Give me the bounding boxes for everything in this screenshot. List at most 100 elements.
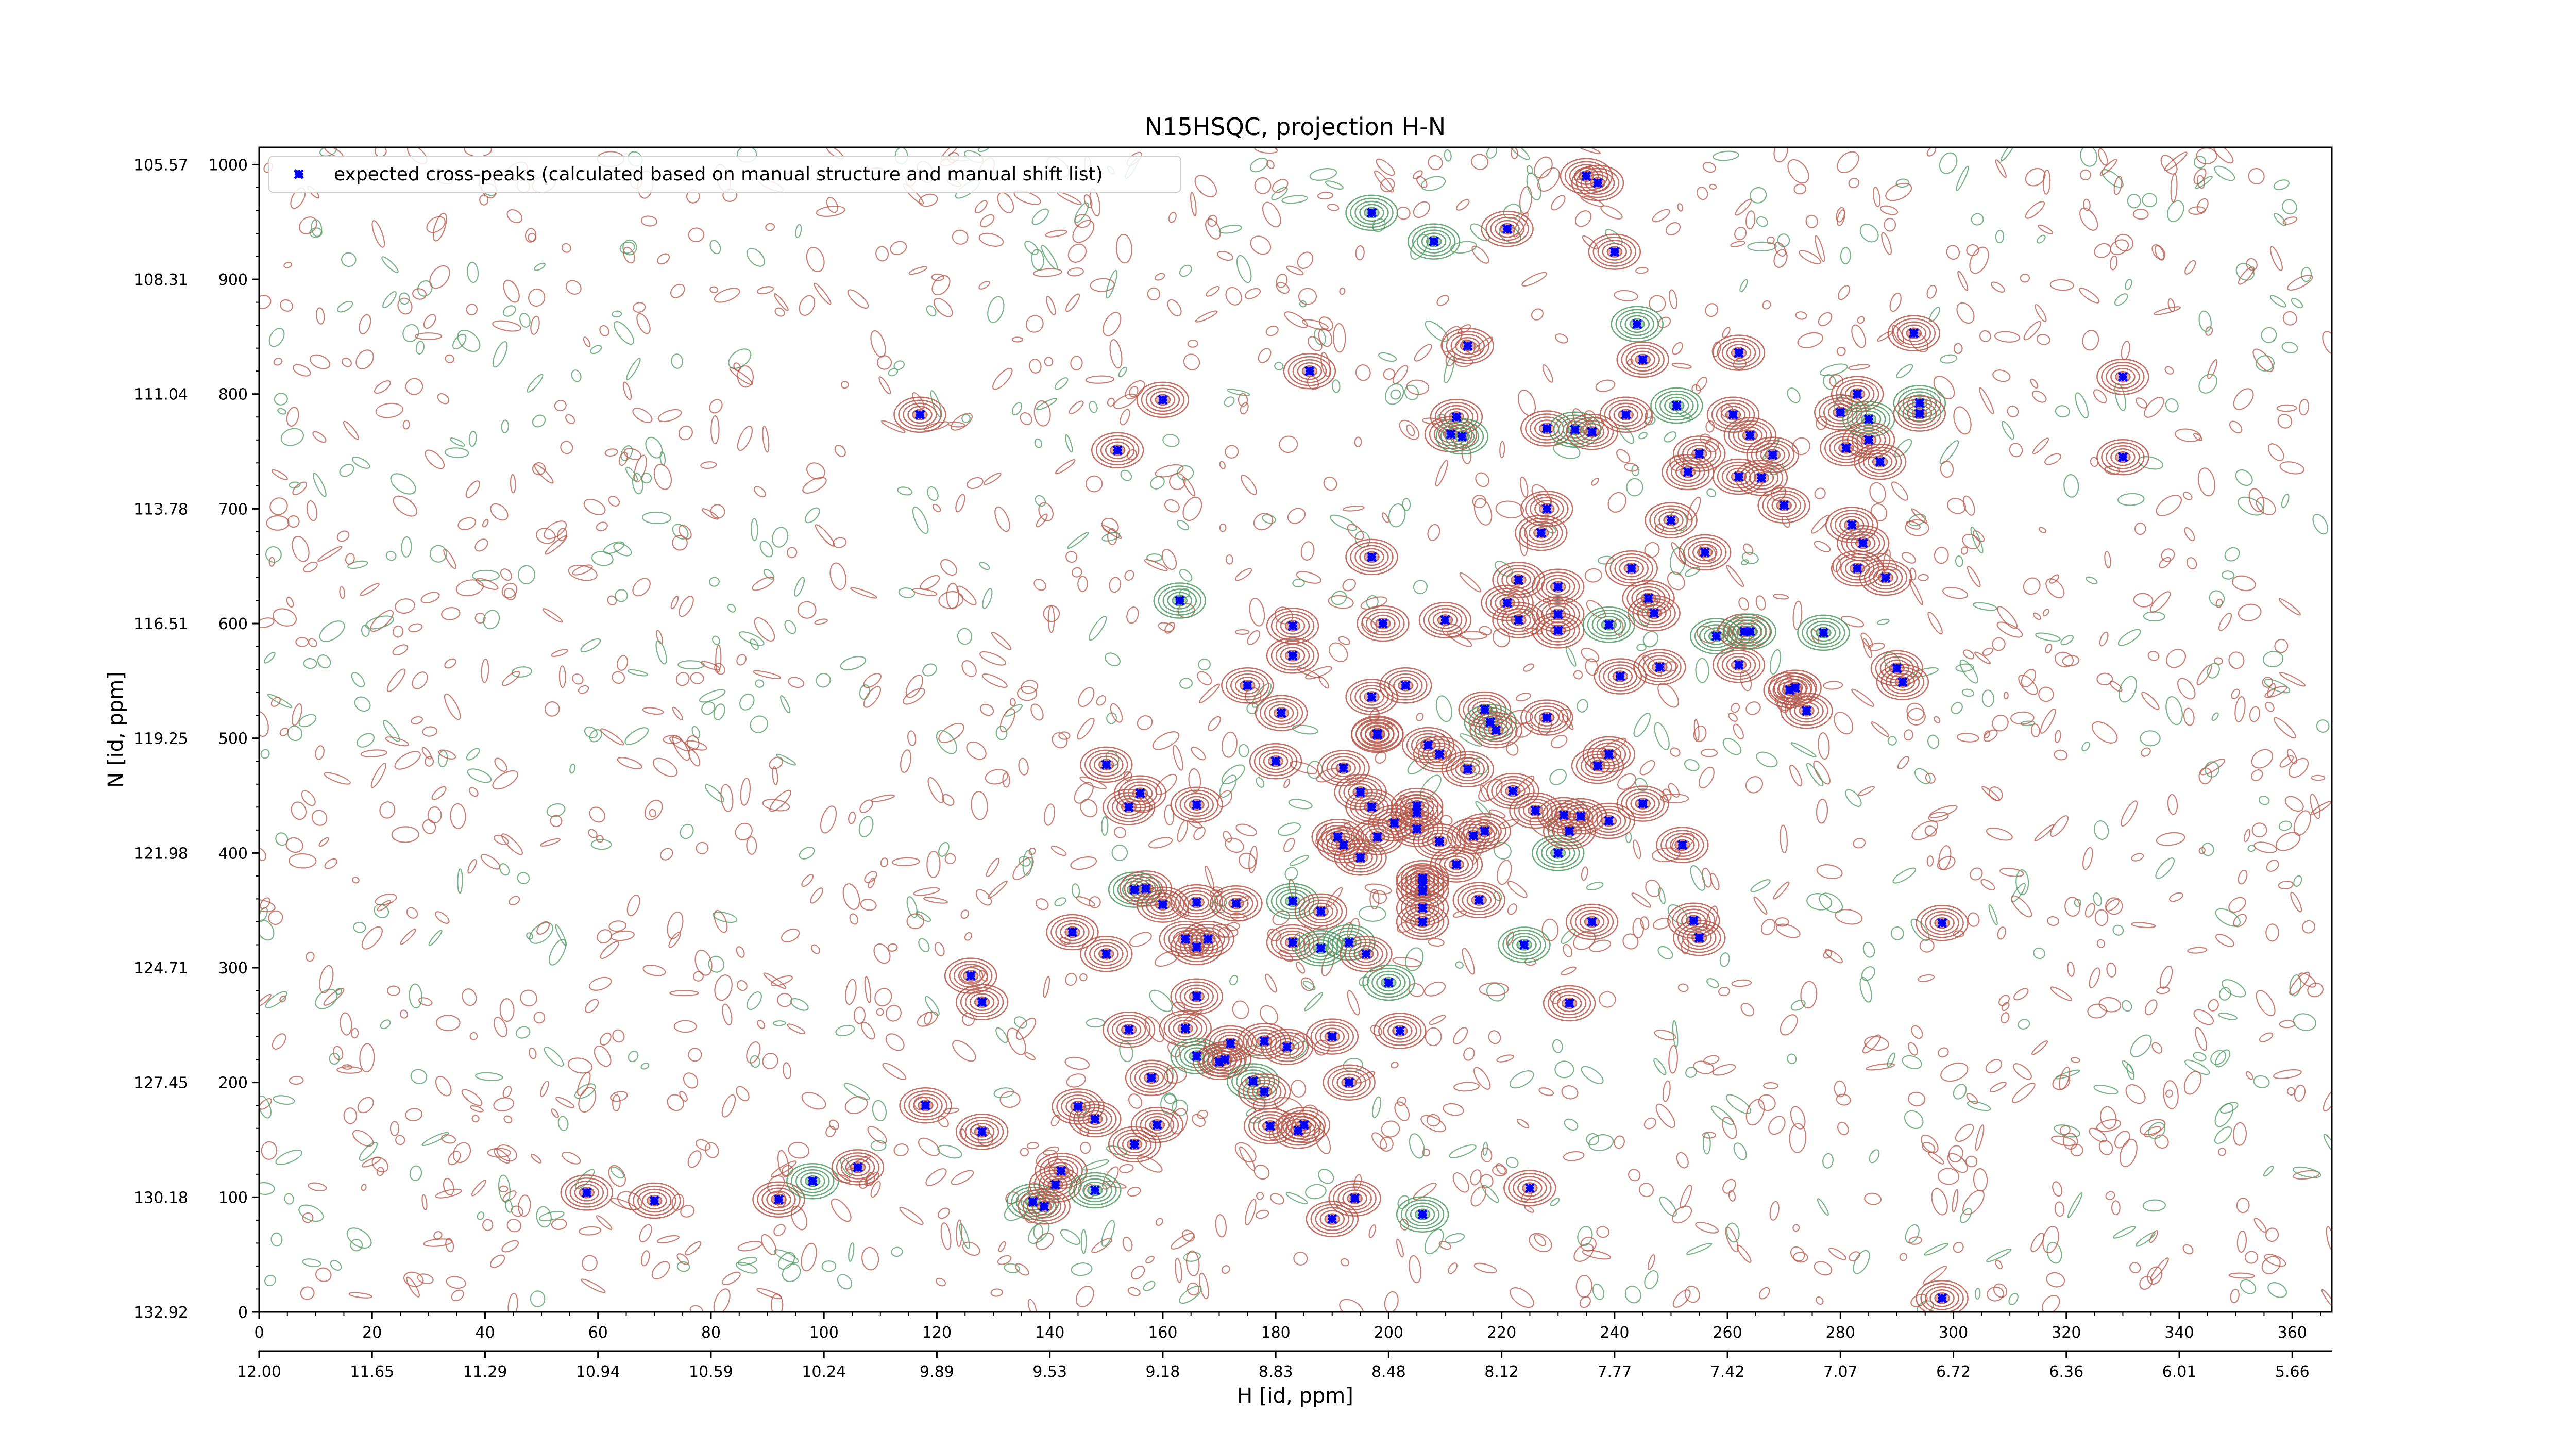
contour-blob xyxy=(534,262,546,271)
contour-blob xyxy=(2038,527,2047,533)
contour-blob xyxy=(2096,1119,2122,1132)
cross-peak-marker xyxy=(1338,840,1349,850)
peak-contour-ring xyxy=(1723,613,1777,650)
contour-blob xyxy=(272,1033,286,1050)
contour-blob xyxy=(1919,939,1935,953)
peak-contour-ring xyxy=(1350,542,1394,572)
contour-blob xyxy=(1279,435,1298,453)
contour-blob xyxy=(1155,1218,1163,1226)
cross-peak-marker xyxy=(1846,519,1857,530)
contour-blob xyxy=(1733,723,1744,740)
peak-contour-ring xyxy=(899,1087,952,1124)
contour-blob xyxy=(1938,1047,1949,1058)
contour-blob xyxy=(283,262,293,268)
contour-blob xyxy=(1670,547,1686,575)
contour-blob xyxy=(2115,233,2134,251)
contour-blob xyxy=(1940,354,1958,364)
contour-blob xyxy=(762,426,770,453)
contour-blob xyxy=(2055,1069,2080,1080)
y-tick-label: 500 xyxy=(218,730,248,748)
peak-contour-ring xyxy=(1536,838,1580,868)
contour-blob xyxy=(773,1224,786,1236)
contour-blob xyxy=(845,979,857,1005)
contour-blob xyxy=(1234,629,1250,635)
peak-contour-ring xyxy=(1717,649,1761,680)
cross-peak-marker xyxy=(1485,717,1496,728)
contour-blob xyxy=(412,671,428,689)
peak-contour-ring xyxy=(1412,226,1456,257)
peak-contour-ring xyxy=(1179,890,1214,915)
contour-blob xyxy=(600,728,624,746)
peak-contour-ring xyxy=(1251,1083,1277,1101)
cross-peak-marker xyxy=(1101,760,1112,770)
contour-blob xyxy=(550,815,563,828)
peak-contour-ring xyxy=(1308,939,1334,957)
contour-blob xyxy=(1125,380,1145,400)
contour-blob xyxy=(530,315,540,335)
contour-blob xyxy=(1018,757,1029,776)
contour-blob xyxy=(704,784,724,802)
peak-contour-ring xyxy=(1060,923,1085,941)
contour-blob xyxy=(2228,1272,2255,1279)
contour-blob xyxy=(1388,503,1406,528)
peak-contour-ring xyxy=(1682,925,1717,950)
contour-blob xyxy=(383,720,400,743)
peak-contour-ring xyxy=(1159,1010,1212,1047)
contour-blob xyxy=(2089,967,2100,988)
contour-blob xyxy=(2070,1143,2083,1157)
contour-blob xyxy=(1947,1153,1968,1173)
contour-blob xyxy=(1036,1233,1054,1250)
contour-blob xyxy=(2276,404,2297,412)
contour-blob xyxy=(1837,209,1845,226)
contour-blob xyxy=(1044,803,1056,826)
contour-blob xyxy=(379,801,396,819)
peak-contour-ring xyxy=(1851,407,1886,431)
peak-contour-ring xyxy=(1235,677,1260,695)
peak-contour-ring xyxy=(1342,1189,1367,1207)
contour-blob xyxy=(2086,576,2098,584)
contour-blob xyxy=(1718,986,1731,997)
contour-blob xyxy=(714,288,740,303)
peak-contour-ring xyxy=(1286,1113,1321,1137)
contour-blob xyxy=(1706,978,1719,988)
contour-blob xyxy=(1910,918,1930,941)
contour-blob xyxy=(790,998,809,1011)
contour-blob xyxy=(1036,513,1048,528)
peak-contour-ring xyxy=(1540,575,1575,599)
contour-blob xyxy=(2265,923,2279,942)
contour-blob xyxy=(806,246,825,273)
contour-blob xyxy=(2161,548,2175,562)
peak-contour-ring xyxy=(642,1191,667,1210)
contour-blob xyxy=(260,749,270,759)
contour-blob xyxy=(1633,839,1641,860)
contour-blob xyxy=(1577,699,1588,713)
contour-blob xyxy=(443,548,456,569)
contour-blob xyxy=(1253,513,1274,531)
cross-peak-marker xyxy=(1666,515,1676,526)
contour-blob xyxy=(1024,1052,1036,1060)
contour-blob xyxy=(1284,311,1308,328)
contour-blob xyxy=(477,1211,485,1220)
contour-blob xyxy=(1065,551,1078,563)
peak-contour-ring xyxy=(1760,446,1786,464)
contour-blob xyxy=(977,147,990,153)
contour-blob xyxy=(1106,1145,1128,1156)
peak-contour-ring xyxy=(1184,796,1209,814)
contour-blob xyxy=(426,216,446,233)
cross-peak-marker xyxy=(807,1176,818,1186)
contour-blob xyxy=(2229,420,2243,434)
x-tick-label: 340 xyxy=(2164,1324,2194,1342)
y-ppm-tick-label: 130.18 xyxy=(134,1189,188,1207)
contour-blob xyxy=(1069,400,1084,414)
contour-blob xyxy=(821,1260,837,1272)
peak-contour-ring xyxy=(840,1155,875,1180)
contour-blob xyxy=(501,582,518,599)
contour-blob xyxy=(2207,663,2220,679)
peak-contour-ring xyxy=(1427,745,1452,764)
contour-blob xyxy=(1359,905,1386,922)
contour-blob xyxy=(2278,820,2292,831)
peak-contour-ring xyxy=(1649,505,1693,535)
contour-blob xyxy=(2127,193,2141,209)
contour-blob xyxy=(2243,829,2251,843)
contour-blob xyxy=(814,282,832,305)
